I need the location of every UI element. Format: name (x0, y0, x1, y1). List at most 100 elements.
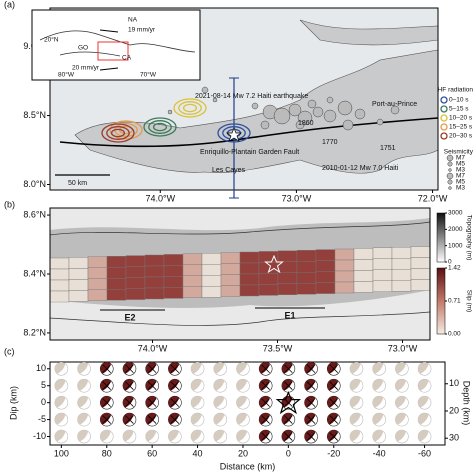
subfault (239, 284, 260, 297)
beachball-fill (236, 362, 248, 374)
seismicity (390, 105, 400, 115)
beachball-fill (77, 413, 89, 425)
mechanism (349, 412, 364, 427)
cross (329, 432, 339, 441)
x-tick-label: -20 (327, 448, 340, 458)
inset-box (97, 41, 129, 61)
cross (147, 364, 157, 374)
subfault (125, 266, 146, 278)
beachball-fill (372, 379, 384, 391)
beachball-fill (213, 362, 225, 374)
subfault (68, 290, 89, 302)
subfault (201, 264, 222, 276)
subfault (334, 281, 355, 294)
subfault (391, 258, 412, 270)
beachball-fill (191, 430, 202, 442)
colorbar-tick-label: 0 (448, 259, 452, 266)
beachball-fill (77, 362, 89, 374)
mechanism (281, 429, 296, 444)
subfault (125, 255, 146, 267)
hf-contour (178, 101, 202, 115)
legend-swatch (447, 161, 453, 167)
mechanism (304, 429, 318, 444)
cross (261, 364, 270, 374)
beachball-fill (418, 396, 429, 408)
mechanism (372, 429, 386, 444)
cross (102, 381, 112, 390)
subfault (201, 252, 222, 265)
annotation: Enriquillo-Plantain Garden Fault (200, 149, 299, 156)
mechanism (326, 378, 341, 393)
y-tick-label: 8.6°N (23, 209, 46, 219)
subfault (296, 261, 317, 273)
subfault (163, 265, 184, 277)
mechanism (304, 361, 318, 376)
cross (102, 415, 112, 424)
hf-contour (109, 120, 143, 140)
epicenter (225, 127, 243, 142)
mechanism (326, 429, 341, 444)
legend-title: Seismicity (444, 149, 474, 156)
inset-label: 20°N (44, 36, 59, 44)
cross (170, 415, 180, 424)
subfault (220, 274, 241, 286)
cross (125, 364, 134, 374)
inset-label: 19 mm/yr (128, 27, 156, 34)
subfault (182, 264, 203, 276)
inset-arrow (99, 29, 119, 33)
beachball-fill (54, 413, 66, 425)
subfault (315, 260, 336, 272)
legend-label: 5–15 s (449, 106, 469, 113)
seismicity (323, 109, 337, 123)
x-tick-label: 73.0°W (282, 193, 312, 203)
legend-swatch (440, 132, 448, 140)
x-tick-label: 73.0°W (388, 343, 418, 353)
subfault (334, 270, 355, 283)
subfault (239, 273, 260, 286)
mechanism (417, 412, 432, 427)
beachball-fill (54, 379, 66, 391)
hf-contour (152, 122, 168, 132)
inset-label: 80°W (58, 71, 75, 79)
subfault (353, 248, 374, 260)
mechanism (395, 429, 409, 444)
legend-label: M5 (456, 161, 465, 168)
cross (329, 415, 339, 424)
subfault (87, 278, 108, 290)
cross (284, 364, 293, 374)
mechanism (145, 378, 159, 393)
y2-tick-label: 20 (449, 405, 459, 415)
cross (125, 381, 134, 390)
inset (31, 9, 201, 81)
subfault (410, 268, 431, 280)
subfault (144, 265, 165, 278)
subfault (258, 251, 279, 263)
beachball-fill (395, 413, 407, 425)
mechanism (326, 361, 341, 376)
beachball-fill (349, 362, 361, 374)
seismicity (251, 102, 259, 110)
mechanism (54, 429, 69, 444)
mechanism (99, 361, 114, 376)
cross (306, 364, 316, 374)
beachball-fill (54, 430, 66, 442)
subfault (201, 286, 222, 298)
mechanism (122, 429, 137, 444)
cross (147, 398, 157, 407)
cross (170, 381, 180, 390)
mechanism (258, 361, 273, 376)
x-tick-label: 20 (238, 448, 248, 458)
subfault (220, 263, 241, 275)
mechanism (54, 395, 69, 410)
mechanism (258, 378, 273, 393)
beachball-fill (213, 413, 225, 425)
colorbar-tick-label: 0.00 (448, 331, 461, 338)
mechanism (417, 395, 432, 410)
hf-contour (148, 120, 172, 134)
mechanism (122, 378, 137, 393)
beachball-fill (54, 396, 66, 408)
mechanism (145, 361, 159, 376)
hf-contour (101, 123, 135, 143)
hf-contour (182, 103, 198, 113)
